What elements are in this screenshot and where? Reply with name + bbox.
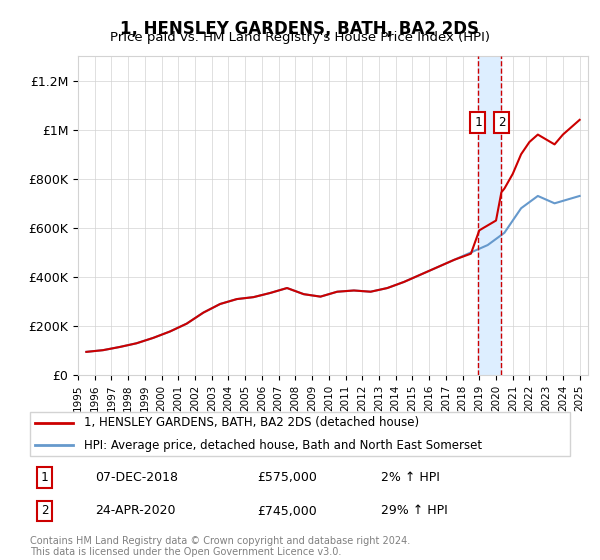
Text: 2% ↑ HPI: 2% ↑ HPI — [381, 471, 440, 484]
Bar — [478, 56, 502, 375]
Text: 1, HENSLEY GARDENS, BATH, BA2 2DS (detached house): 1, HENSLEY GARDENS, BATH, BA2 2DS (detac… — [84, 416, 419, 430]
Text: 1: 1 — [41, 471, 48, 484]
Text: HPI: Average price, detached house, Bath and North East Somerset: HPI: Average price, detached house, Bath… — [84, 438, 482, 452]
Text: 1, HENSLEY GARDENS, BATH, BA2 2DS: 1, HENSLEY GARDENS, BATH, BA2 2DS — [121, 20, 479, 38]
FancyBboxPatch shape — [30, 412, 570, 456]
Text: £575,000: £575,000 — [257, 471, 317, 484]
Text: Contains HM Land Registry data © Crown copyright and database right 2024.
This d: Contains HM Land Registry data © Crown c… — [30, 535, 410, 557]
Text: 2: 2 — [497, 116, 505, 129]
Text: 29% ↑ HPI: 29% ↑ HPI — [381, 505, 448, 517]
Text: 24-APR-2020: 24-APR-2020 — [95, 505, 175, 517]
Text: 1: 1 — [474, 116, 482, 129]
Text: £745,000: £745,000 — [257, 505, 317, 517]
Text: 07-DEC-2018: 07-DEC-2018 — [95, 471, 178, 484]
Text: Price paid vs. HM Land Registry's House Price Index (HPI): Price paid vs. HM Land Registry's House … — [110, 31, 490, 44]
Text: 2: 2 — [41, 505, 48, 517]
